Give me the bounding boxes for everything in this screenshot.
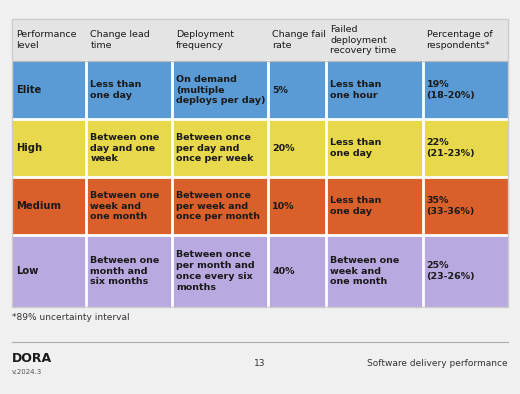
Text: Software delivery performance: Software delivery performance bbox=[367, 359, 508, 368]
Text: Less than
one day: Less than one day bbox=[330, 138, 382, 158]
Text: 35%
(33-36%): 35% (33-36%) bbox=[426, 196, 475, 216]
Text: Less than
one hour: Less than one hour bbox=[330, 80, 382, 100]
Text: DORA: DORA bbox=[12, 351, 52, 364]
Text: Failed
deployment
recovery time: Failed deployment recovery time bbox=[330, 25, 396, 55]
Text: Deployment
frequency: Deployment frequency bbox=[176, 30, 234, 50]
Text: Between once
per day and
once per week: Between once per day and once per week bbox=[176, 133, 253, 163]
Text: 22%
(21-23%): 22% (21-23%) bbox=[426, 138, 475, 158]
Text: 10%: 10% bbox=[272, 201, 295, 210]
Text: Between one
month and
six months: Between one month and six months bbox=[90, 256, 160, 286]
Text: Between one
week and
one month: Between one week and one month bbox=[330, 256, 399, 286]
Text: Between once
per month and
once every six
months: Between once per month and once every si… bbox=[176, 250, 254, 292]
Text: Between one
day and one
week: Between one day and one week bbox=[90, 133, 160, 163]
Text: Less than
one day: Less than one day bbox=[330, 196, 382, 216]
Text: Change fail
rate: Change fail rate bbox=[272, 30, 326, 50]
Text: 25%
(23-26%): 25% (23-26%) bbox=[426, 261, 475, 281]
Text: Performance
level: Performance level bbox=[16, 30, 76, 50]
Bar bbox=[12, 19, 508, 307]
Text: Between once
per week and
once per month: Between once per week and once per month bbox=[176, 191, 260, 221]
Bar bbox=[12, 235, 508, 307]
Text: 5%: 5% bbox=[272, 85, 288, 95]
Text: 13: 13 bbox=[254, 359, 266, 368]
Bar bbox=[12, 19, 508, 307]
Text: 40%: 40% bbox=[272, 266, 295, 275]
Bar bbox=[12, 177, 508, 235]
Text: Medium: Medium bbox=[16, 201, 61, 211]
Text: Less than
one day: Less than one day bbox=[90, 80, 142, 100]
Text: 20%: 20% bbox=[272, 143, 295, 152]
Bar bbox=[12, 19, 508, 61]
Text: Elite: Elite bbox=[16, 85, 41, 95]
Text: On demand
(multiple
deploys per day): On demand (multiple deploys per day) bbox=[176, 75, 265, 105]
Text: *89% uncertainty interval: *89% uncertainty interval bbox=[12, 314, 129, 323]
Text: Low: Low bbox=[16, 266, 38, 276]
Bar bbox=[12, 61, 508, 119]
Text: 19%
(18-20%): 19% (18-20%) bbox=[426, 80, 475, 100]
Text: Between one
week and
one month: Between one week and one month bbox=[90, 191, 160, 221]
Bar bbox=[12, 119, 508, 177]
Text: Change lead
time: Change lead time bbox=[90, 30, 150, 50]
Text: High: High bbox=[16, 143, 42, 153]
Text: Percentage of
respondents*: Percentage of respondents* bbox=[426, 30, 492, 50]
Text: v.2024.3: v.2024.3 bbox=[12, 369, 42, 375]
